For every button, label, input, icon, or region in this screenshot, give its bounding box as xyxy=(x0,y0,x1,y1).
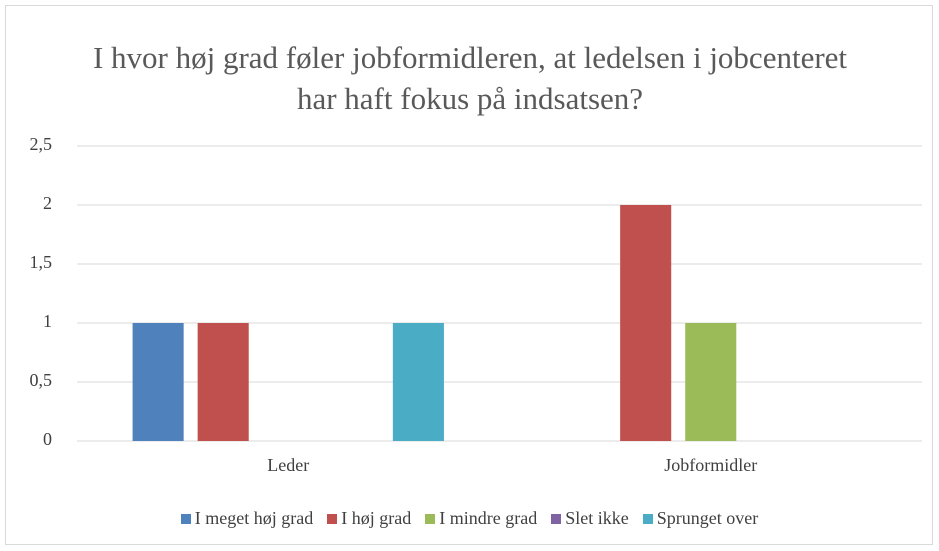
legend-swatch xyxy=(642,513,653,524)
chart-frame xyxy=(5,5,933,545)
legend-label: I mindre grad xyxy=(439,508,538,528)
y-tick-label: 1 xyxy=(43,311,52,331)
bar xyxy=(132,323,184,441)
bar xyxy=(620,205,672,441)
legend-swatch xyxy=(327,513,338,524)
x-tick-label: Jobformidler xyxy=(664,455,757,475)
chart-title: I hvor høj grad føler jobformidleren, at… xyxy=(92,40,848,116)
legend-swatch xyxy=(180,513,191,524)
legend: I meget høj grad I høj grad I mindre grad S… xyxy=(0,508,939,529)
legend-item: I meget høj grad xyxy=(180,508,314,529)
y-tick-label: 0,5 xyxy=(30,370,53,390)
bar xyxy=(392,323,444,441)
legend-item: I mindre grad xyxy=(425,508,537,529)
y-tick-label: 1,5 xyxy=(30,252,53,272)
legend-label: I meget høj grad xyxy=(194,508,314,528)
bar xyxy=(197,323,249,441)
y-tick-label: 2,5 xyxy=(30,134,53,154)
legend-label: Slet ikke xyxy=(565,508,629,528)
legend-label: I høj grad xyxy=(341,508,412,528)
legend-swatch xyxy=(425,513,436,524)
x-tick-label: Leder xyxy=(267,455,309,475)
legend-item: I høj grad xyxy=(327,508,411,529)
y-tick-label: 2 xyxy=(43,193,52,213)
bar xyxy=(685,323,737,441)
legend-item: Sprunget over xyxy=(642,508,759,529)
legend-label: Sprunget over xyxy=(656,508,759,528)
legend-swatch xyxy=(551,513,562,524)
legend-item: Slet ikke xyxy=(551,508,629,529)
y-tick-label: 0 xyxy=(43,429,52,449)
